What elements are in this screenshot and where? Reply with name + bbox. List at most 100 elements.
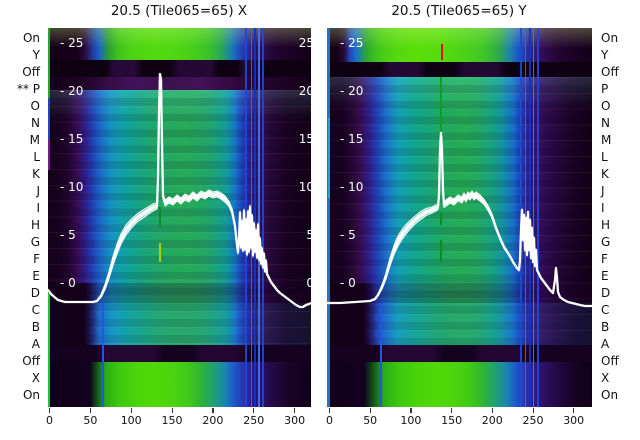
marker-dash xyxy=(441,44,443,60)
row-label-left-d: D xyxy=(30,286,40,300)
row-label-left-b: B xyxy=(31,320,40,334)
marker-dash xyxy=(440,213,442,225)
rfi-line xyxy=(258,28,260,407)
row-label-left-e: E xyxy=(32,269,40,283)
lower-left-dark-area xyxy=(48,283,98,345)
edge-strip xyxy=(327,28,330,407)
row-label-left-n: N xyxy=(31,116,40,130)
inner-ytick-left: - 5 xyxy=(60,228,76,242)
x-tick-label: 150 xyxy=(161,414,183,427)
x-tick-mark xyxy=(89,408,92,413)
row-label-left-x: X xyxy=(31,371,40,385)
row-label-left-g: G xyxy=(30,235,40,249)
inner-ytick-right: 5 xyxy=(306,228,311,242)
heatmap-panel-y: - 25 - 20 - 15 - 10 - 5 - 0 xyxy=(327,28,592,407)
row-label-right-p: P xyxy=(601,82,609,96)
lower-left-dark-area xyxy=(327,283,377,345)
row-label-left-off: Off xyxy=(22,65,40,79)
row-label-left-c: C xyxy=(31,303,40,317)
inner-ytick-left: - 10 xyxy=(340,180,364,194)
rfi-line xyxy=(250,28,252,407)
row-label-right-l: L xyxy=(601,150,608,164)
row-label-right-b: B xyxy=(601,320,610,334)
inner-ytick-left: - 0 xyxy=(60,276,76,290)
row-label-right-n: N xyxy=(601,116,610,130)
inner-ytick-right: 25 xyxy=(298,36,311,50)
x-tick-label: 100 xyxy=(120,414,142,427)
row-label-right-y: Y xyxy=(601,48,609,62)
row-label-left-k: K xyxy=(32,167,40,181)
row-label-right-k: K xyxy=(601,167,609,181)
row-label-left-y: Y xyxy=(32,48,40,62)
x-tick-label: 250 xyxy=(243,414,265,427)
bottom-on-band xyxy=(48,362,311,407)
row-label-right-h: H xyxy=(601,218,611,232)
inner-ytick-left: - 5 xyxy=(340,228,356,242)
inner-ytick-left: - 20 xyxy=(340,84,364,98)
heatmap-panel-x: - 25 - 20 - 15 - 10 - 5 - 0 25 20 15 10 5 0 xyxy=(48,28,311,407)
row-label-right-i: I xyxy=(601,201,605,215)
row-label-right-off: Off xyxy=(601,354,619,368)
row-label-left-h: H xyxy=(30,218,40,232)
row-label-left-j: J xyxy=(36,184,40,198)
marker-dash xyxy=(440,77,442,131)
edge-strip xyxy=(48,293,50,407)
panel-x-title: 20.5 (Tile065=65) X xyxy=(110,3,248,19)
row-label-left-i: I xyxy=(36,201,40,215)
inner-ytick-left: - 20 xyxy=(60,84,84,98)
x-tick-label: 100 xyxy=(400,414,422,427)
edge-strip xyxy=(48,98,50,140)
x-tick-mark xyxy=(212,408,214,413)
inner-ytick-right: 10 xyxy=(298,180,311,194)
row-label-right-on: On xyxy=(601,31,619,45)
x-tick-mark xyxy=(573,408,575,413)
rfi-line xyxy=(245,28,247,407)
inner-ytick-left: - 15 xyxy=(340,132,364,146)
row-label-left-l: L xyxy=(33,150,40,164)
inner-ytick-left: - 0 xyxy=(340,276,356,290)
partial-blue-line xyxy=(102,303,104,407)
x-tick-label: 300 xyxy=(563,414,585,427)
inner-ytick-left: - 15 xyxy=(60,132,84,146)
rfi-line xyxy=(520,28,522,407)
x-tick-label: 50 xyxy=(83,414,98,427)
rfi-line xyxy=(254,28,256,407)
x-tick-label: 0 xyxy=(46,414,53,427)
lower-off-band xyxy=(327,345,592,362)
off-row-band xyxy=(48,60,311,77)
x-tick-mark xyxy=(253,408,255,413)
row-label-right-x: X xyxy=(601,371,610,385)
x-tick-mark xyxy=(171,408,173,413)
row-label-left-p: ** P xyxy=(16,82,40,96)
row-label-right-j: J xyxy=(601,184,605,198)
row-label-left-f: F xyxy=(33,252,40,266)
rfi-line xyxy=(524,28,526,407)
rfi-line xyxy=(261,28,264,407)
x-tick-mark xyxy=(49,408,51,413)
edge-strip xyxy=(328,118,330,198)
inner-ytick-left: - 10 xyxy=(60,180,84,194)
partial-blue-line xyxy=(380,303,382,407)
x-tick-label: 200 xyxy=(202,414,224,427)
row-label-right-off: Off xyxy=(601,65,619,79)
edge-strip xyxy=(48,140,50,170)
marker-dash xyxy=(440,240,442,262)
x-tick-mark xyxy=(329,408,331,413)
top-on-band xyxy=(48,28,311,60)
x-tick-mark xyxy=(491,408,493,413)
row-label-right-a: A xyxy=(601,337,610,351)
x-tick-mark xyxy=(294,408,296,413)
row-label-right-e: E xyxy=(601,269,609,283)
row-label-left-m: M xyxy=(29,133,40,147)
x-tick-label: 250 xyxy=(522,414,544,427)
row-label-right-d: D xyxy=(601,286,611,300)
rfi-line xyxy=(528,28,531,407)
x-tick-mark xyxy=(451,408,453,413)
row-label-left-on: On xyxy=(22,388,40,402)
row-label-right-m: M xyxy=(601,133,612,147)
x-tick-label: 200 xyxy=(481,414,503,427)
row-label-right-o: O xyxy=(601,99,611,113)
top-on-band xyxy=(327,28,592,62)
row-label-left-a: A xyxy=(31,337,40,351)
